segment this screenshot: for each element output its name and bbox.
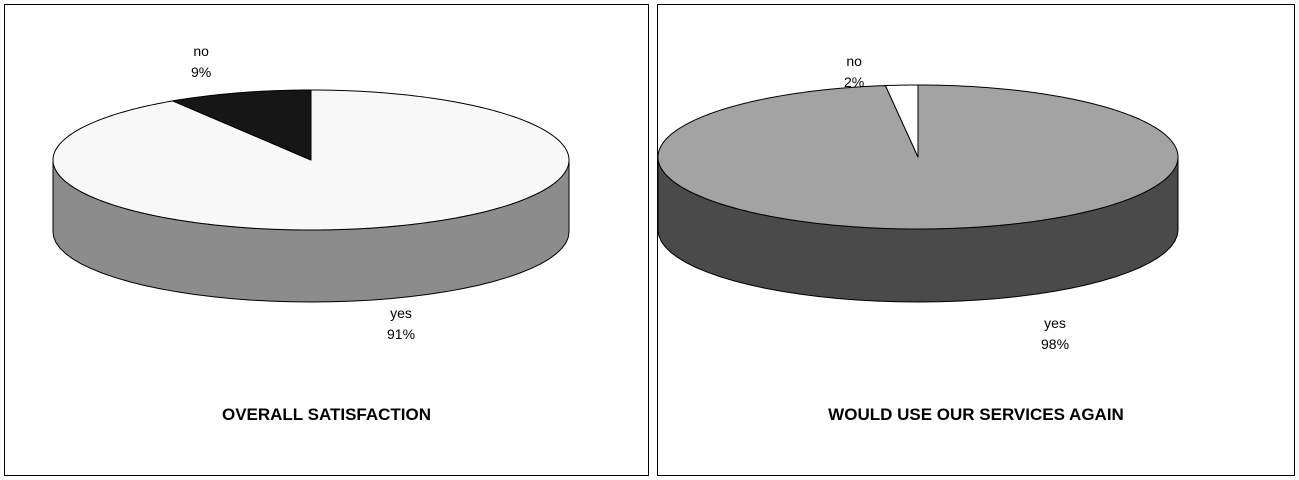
slice-name-no: no [193,43,209,59]
pie-slice-no [172,89,312,161]
chart-panel-use-services-again: no 2% yes 98% WOULD USE OUR SERVICES AGA… [657,4,1295,476]
slice-label-yes: yes 91% [387,303,415,345]
pie-chart-use-services-again [658,84,1179,303]
slice-percent-no: 9% [191,64,212,80]
slice-percent-no: 2% [844,74,865,90]
slice-percent-yes: 98% [1041,336,1070,352]
pie-slice-no [884,84,919,158]
pie-chart-overall-satisfaction [52,89,570,303]
slice-label-yes: yes 98% [1041,313,1069,355]
chart-title: WOULD USE OUR SERVICES AGAIN [828,405,1124,424]
slice-name-no: no [846,53,862,69]
slice-label-no: no 9% [191,41,211,83]
slice-name-yes: yes [1044,315,1066,331]
chart-panel-overall-satisfaction: no 9% yes 91% OVERALL SATISFACTION [4,4,649,476]
slice-label-no: no 2% [844,51,864,93]
chart-title: OVERALL SATISFACTION [221,405,432,424]
slice-name-yes: yes [390,305,412,321]
slice-percent-yes: 91% [387,326,416,342]
